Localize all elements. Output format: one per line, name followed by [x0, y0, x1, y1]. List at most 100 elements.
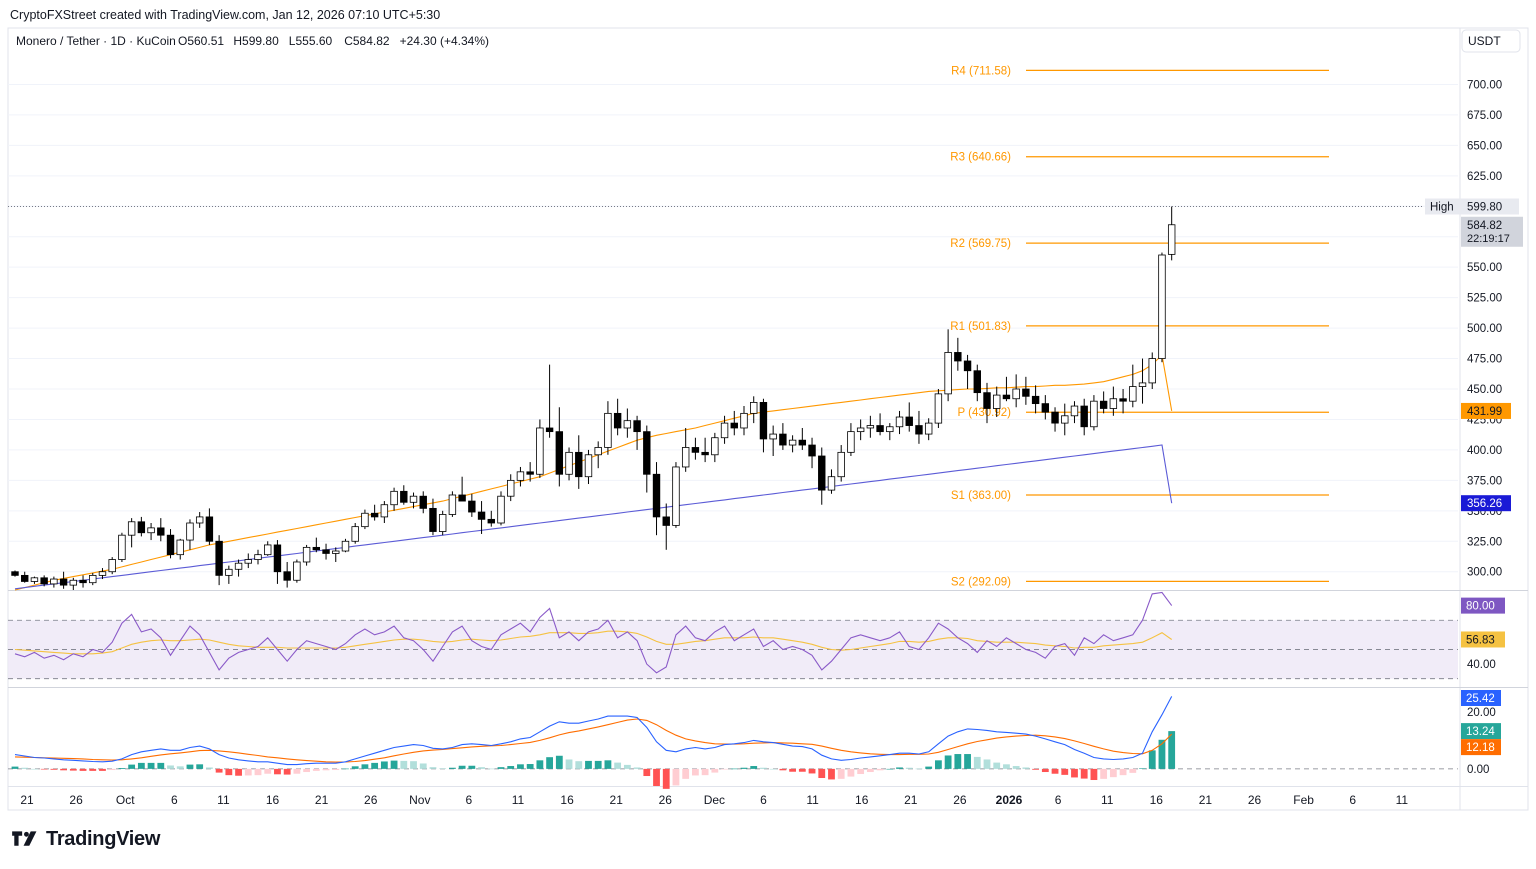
candle-body[interactable]: [118, 534, 126, 560]
candle-body[interactable]: [779, 433, 787, 446]
candle-body[interactable]: [818, 455, 826, 491]
candle-body[interactable]: [1070, 405, 1079, 417]
candle-body[interactable]: [575, 451, 583, 478]
candle-body[interactable]: [886, 426, 894, 433]
candle-body[interactable]: [973, 370, 981, 394]
candle-body[interactable]: [429, 507, 437, 532]
candle-body[interactable]: [264, 544, 272, 556]
candle-body[interactable]: [701, 451, 709, 456]
candle-body[interactable]: [594, 447, 602, 456]
candle-body[interactable]: [720, 422, 729, 439]
candle-body[interactable]: [468, 500, 476, 513]
candle-body[interactable]: [652, 473, 661, 518]
candle-body[interactable]: [1031, 395, 1040, 405]
candle-body[interactable]: [419, 495, 427, 509]
candle-body[interactable]: [876, 425, 884, 433]
candle-body[interactable]: [672, 466, 680, 526]
candle-body[interactable]: [400, 490, 408, 503]
candle-body[interactable]: [847, 431, 855, 453]
candle-body[interactable]: [1080, 405, 1088, 428]
candle-body[interactable]: [370, 512, 379, 518]
candle-body[interactable]: [497, 495, 505, 524]
candle-body[interactable]: [147, 527, 155, 534]
candle-body[interactable]: [750, 401, 758, 414]
candle-body[interactable]: [915, 425, 923, 435]
candle-body[interactable]: [59, 578, 68, 586]
candle-body[interactable]: [176, 539, 184, 556]
candle-body[interactable]: [98, 571, 107, 576]
candle-body[interactable]: [1012, 388, 1020, 400]
candle-body[interactable]: [740, 412, 748, 429]
candle-body[interactable]: [69, 579, 78, 586]
tradingview-logo[interactable]: TradingView: [10, 828, 160, 851]
candle-body[interactable]: [283, 571, 291, 581]
candle-body[interactable]: [944, 352, 952, 395]
candle-body[interactable]: [613, 412, 622, 429]
candle-body[interactable]: [293, 561, 301, 581]
candle-body[interactable]: [526, 471, 534, 475]
candle-body[interactable]: [924, 422, 933, 435]
candle-body[interactable]: [565, 451, 573, 475]
candle-body[interactable]: [351, 526, 359, 542]
candle-body[interactable]: [545, 427, 554, 433]
candle-body[interactable]: [244, 559, 252, 564]
candle-body[interactable]: [477, 511, 486, 520]
currency-button[interactable]: [1461, 29, 1521, 53]
candle-body[interactable]: [137, 521, 146, 534]
candle-body[interactable]: [1148, 358, 1156, 384]
candle-body[interactable]: [856, 427, 865, 433]
candle-body[interactable]: [866, 425, 875, 429]
candle-body[interactable]: [157, 527, 165, 536]
candle-body[interactable]: [1167, 224, 1176, 255]
candle-body[interactable]: [302, 546, 311, 563]
candle-body[interactable]: [905, 416, 913, 426]
candle-body[interactable]: [507, 479, 515, 497]
candle-body[interactable]: [215, 540, 223, 576]
candle-body[interactable]: [963, 360, 972, 372]
candle-body[interactable]: [643, 431, 651, 475]
candle-body[interactable]: [691, 447, 700, 453]
candle-body[interactable]: [827, 476, 836, 491]
candle-body[interactable]: [390, 490, 398, 506]
candle-body[interactable]: [1041, 403, 1050, 413]
candle-body[interactable]: [341, 540, 350, 552]
candle-body[interactable]: [322, 549, 330, 554]
candle-body[interactable]: [633, 420, 641, 433]
candle-body[interactable]: [711, 437, 719, 456]
candle-body[interactable]: [604, 412, 612, 448]
candle-body[interactable]: [536, 427, 544, 475]
candle-body[interactable]: [40, 577, 48, 585]
candle-body[interactable]: [1051, 411, 1059, 424]
candle-body[interactable]: [1138, 382, 1147, 387]
candle-body[interactable]: [983, 392, 991, 409]
candle-body[interactable]: [1061, 415, 1069, 424]
candle-body[interactable]: [1002, 394, 1011, 400]
candle-body[interactable]: [89, 574, 97, 584]
candle-body[interactable]: [1022, 388, 1030, 397]
candle-body[interactable]: [79, 579, 87, 584]
candle-body[interactable]: [458, 494, 466, 502]
candle-body[interactable]: [584, 454, 593, 478]
candle-body[interactable]: [127, 521, 136, 536]
candle-body[interactable]: [1099, 400, 1108, 409]
candle-body[interactable]: [516, 471, 525, 481]
candle-body[interactable]: [555, 431, 564, 475]
candle-body[interactable]: [934, 393, 943, 424]
candle-body[interactable]: [798, 439, 807, 446]
candle-body[interactable]: [108, 559, 116, 573]
candle-body[interactable]: [195, 516, 204, 524]
candle-body[interactable]: [332, 550, 340, 554]
candle-body[interactable]: [1119, 398, 1127, 402]
candle-body[interactable]: [234, 562, 243, 570]
candle-body[interactable]: [895, 416, 904, 428]
candle-body[interactable]: [1109, 398, 1118, 409]
candle-body[interactable]: [837, 451, 845, 478]
candle-body[interactable]: [662, 516, 670, 526]
candle-body[interactable]: [954, 352, 962, 362]
candle-body[interactable]: [225, 568, 233, 576]
candle-body[interactable]: [730, 422, 738, 429]
candle-body[interactable]: [1090, 400, 1098, 428]
candle-body[interactable]: [808, 444, 816, 457]
candle-body[interactable]: [681, 447, 690, 468]
